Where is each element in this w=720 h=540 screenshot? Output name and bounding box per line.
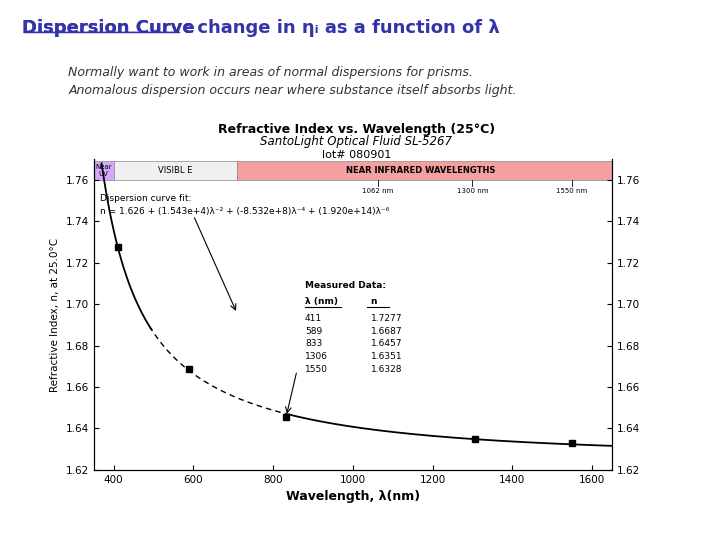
Text: Normally want to work in areas of normal dispersions for prisms.: Normally want to work in areas of normal… [68, 66, 473, 79]
Text: 1062 nm: 1062 nm [362, 188, 393, 194]
Bar [94, 161, 114, 180]
Text: Dispersion Curve: Dispersion Curve [22, 19, 194, 37]
Text: 1300 nm: 1300 nm [456, 188, 488, 194]
Text: 1550 nm: 1550 nm [557, 188, 588, 194]
Text: SantoLight Optical Fluid SL-5267: SantoLight Optical Fluid SL-5267 [261, 136, 452, 148]
Text: : change in ηᵢ as a function of λ: : change in ηᵢ as a function of λ [184, 19, 500, 37]
Text: n: n [371, 297, 377, 306]
Text: 1.6687: 1.6687 [371, 327, 402, 335]
Text: λ (nm): λ (nm) [305, 297, 338, 306]
Text: 1.7277: 1.7277 [371, 314, 402, 323]
Text: 1306: 1306 [305, 352, 328, 361]
Text: 833: 833 [305, 340, 322, 348]
Text: n = 1.626 + (1.543e+4)λ⁻² + (-8.532e+8)λ⁻⁴ + (1.920e+14)λ⁻⁶: n = 1.626 + (1.543e+4)λ⁻² + (-8.532e+8)λ… [99, 207, 389, 215]
Text: lot# 080901: lot# 080901 [322, 150, 391, 160]
Text: 1.6457: 1.6457 [371, 340, 402, 348]
X-axis label: Wavelength, λ(nm): Wavelength, λ(nm) [286, 490, 420, 503]
Text: 1.6328: 1.6328 [371, 365, 402, 374]
Text: VISIBL E: VISIBL E [158, 166, 192, 175]
Text: Dispersion Curve: Dispersion Curve [22, 19, 194, 37]
Text: NEAR INFRARED WAVELENGTHS: NEAR INFRARED WAVELENGTHS [346, 166, 495, 175]
Text: Dispersion curve fit:: Dispersion curve fit: [99, 194, 191, 203]
Text: Near
UV: Near UV [95, 164, 112, 177]
Bar [114, 161, 237, 180]
Text: Refractive Index vs. Wavelength (25°C): Refractive Index vs. Wavelength (25°C) [218, 123, 495, 136]
Text: 1550: 1550 [305, 365, 328, 374]
Y-axis label: Refractive Index, n, at 25.0°C: Refractive Index, n, at 25.0°C [50, 238, 60, 392]
Bar [237, 161, 612, 180]
Text: Anomalous dispersion occurs near where substance itself absorbs light.: Anomalous dispersion occurs near where s… [68, 84, 517, 97]
Text: 589: 589 [305, 327, 322, 335]
Text: Measured Data:: Measured Data: [305, 281, 386, 289]
Text: 411: 411 [305, 314, 322, 323]
Text: 1.6351: 1.6351 [371, 352, 402, 361]
